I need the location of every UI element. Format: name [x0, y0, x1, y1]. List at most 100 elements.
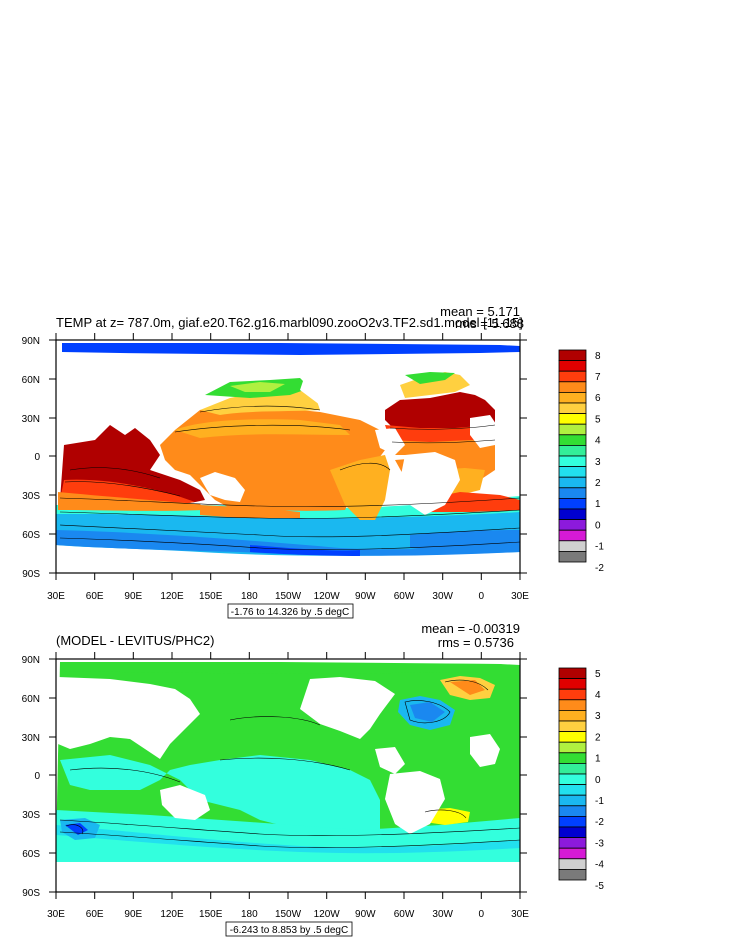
colorbar-swatch [558, 497, 587, 510]
x-tick-label: 90E [124, 909, 142, 920]
colorbar-swatch [558, 794, 587, 807]
colorbar-swatch [558, 381, 587, 393]
panel-2-colorbar: 5 4 3 2 1 0 -1 -2 -3 -4 -5 [558, 667, 604, 892]
panel-2-mean: mean = -0.00319 [421, 621, 520, 636]
x-tick-label: 60E [86, 909, 104, 920]
colorbar-label: 5 [595, 669, 601, 680]
y-tick-label: 60N [22, 694, 40, 705]
panel-1-rms: rms = 5.688 [455, 316, 524, 331]
y-tick-label: 30N [22, 414, 40, 425]
colorbar-label: -2 [595, 817, 604, 828]
colorbar-label: -2 [595, 563, 604, 574]
x-tick-label: 180 [241, 591, 258, 602]
x-tick-label: 30W [432, 591, 453, 602]
x-tick-label: 30E [47, 909, 65, 920]
colorbar-swatch [558, 837, 587, 849]
colorbar-swatch [558, 370, 587, 383]
panel-2-contour-info: -6.243 to 8.853 by .5 degC [230, 925, 348, 936]
x-tick-label: 120W [314, 909, 341, 920]
colorbar-swatch [558, 773, 587, 786]
x-tick-label: 150E [199, 591, 223, 602]
x-tick-label: 150E [199, 909, 223, 920]
panel-1-contour-info: -1.76 to 14.326 by .5 degC [231, 607, 349, 618]
colorbar-swatch [558, 688, 587, 701]
x-tick-label: 180 [241, 909, 258, 920]
colorbar-label: -1 [595, 542, 604, 553]
colorbar-swatch [558, 763, 587, 775]
y-tick-label: 0 [34, 771, 40, 782]
colorbar-swatch [558, 391, 587, 404]
colorbar-label: 1 [595, 754, 601, 765]
colorbar-swatch [558, 710, 587, 722]
panel-2-info-box [225, 921, 353, 937]
y-tick-label: 0 [34, 452, 40, 463]
colorbar-swatch [558, 476, 587, 489]
panel-1-mean: mean = 5.171 [440, 304, 520, 319]
panel-2-ticks [49, 652, 527, 899]
x-tick-label: 90W [355, 909, 376, 920]
panel-2-rms: rms = 0.5736 [438, 635, 514, 650]
colorbar-swatch [558, 720, 587, 733]
colorbar-swatch [558, 699, 587, 711]
colorbar-swatch [558, 731, 587, 743]
colorbar-swatch [558, 349, 587, 362]
colorbar-swatch [558, 402, 587, 415]
panel-1-y-tick-labels: 90N 60N 30N 0 30S 60S 90S [22, 336, 41, 580]
x-tick-label: 0 [479, 591, 485, 602]
panel-1-map [56, 340, 520, 573]
panel-2-y-tick-labels: 90N 60N 30N 0 30S 60S 90S [22, 655, 41, 899]
colorbar-label: 2 [595, 732, 601, 743]
colorbar-swatch [558, 508, 587, 521]
x-tick-label: 60E [86, 591, 104, 602]
colorbar-swatch [558, 847, 587, 860]
colorbar-swatch [558, 529, 587, 542]
y-tick-label: 90S [22, 569, 40, 580]
colorbar-swatch [558, 678, 587, 690]
y-tick-label: 30S [22, 810, 40, 821]
colorbar-label: 8 [595, 351, 601, 362]
panel-2: (MODEL - LEVITUS/PHC2) mean = -0.00319 r… [22, 621, 604, 937]
colorbar-swatch [558, 858, 587, 870]
y-tick-label: 90S [22, 888, 40, 899]
panel-1: TEMP at z= 787.0m, giaf.e20.T62.g16.marb… [22, 304, 604, 619]
colorbar-label: 7 [595, 372, 601, 383]
colorbar-label: -3 [595, 838, 604, 849]
colorbar-swatch [558, 826, 587, 839]
colorbar-label: 6 [595, 393, 601, 404]
colorbar-label: 0 [595, 775, 601, 786]
y-tick-label: 30S [22, 491, 40, 502]
colorbar-swatch [558, 540, 587, 552]
y-tick-label: 90N [22, 336, 40, 347]
panel-1-title: TEMP at z= 787.0m, giaf.e20.T62.g16.marb… [56, 315, 523, 330]
colorbar-label: 3 [595, 457, 601, 468]
x-tick-label: 60W [394, 591, 415, 602]
colorbar-label: 0 [595, 520, 601, 531]
colorbar-swatch [558, 805, 587, 817]
colorbar-label: 2 [595, 478, 601, 489]
colorbar-swatch [558, 752, 587, 764]
x-tick-label: 120W [314, 591, 341, 602]
colorbar-swatch [558, 444, 587, 457]
panel-2-title: (MODEL - LEVITUS/PHC2) [56, 633, 214, 648]
colorbar-swatch [558, 360, 587, 372]
colorbar-swatch [558, 667, 587, 680]
colorbar-label: -4 [595, 860, 604, 871]
panel-1-x-tick-labels: 30E 60E 90E 120E 150E 180 150W 120W 90W … [47, 591, 529, 602]
panel-1-ticks [49, 333, 527, 580]
x-tick-label: 120E [160, 909, 184, 920]
y-tick-label: 30N [22, 733, 40, 744]
x-tick-label: 150W [275, 909, 302, 920]
x-tick-label: 90W [355, 591, 376, 602]
y-tick-label: 90N [22, 655, 40, 666]
colorbar-swatch [558, 487, 587, 499]
y-tick-label: 60N [22, 375, 40, 386]
colorbar-swatch [558, 455, 587, 468]
x-tick-label: 30E [511, 591, 529, 602]
x-tick-label: 30E [511, 909, 529, 920]
x-tick-label: 150W [275, 591, 302, 602]
colorbar-label: -1 [595, 796, 604, 807]
colorbar-swatch [558, 741, 587, 754]
colorbar-swatch [558, 434, 587, 446]
colorbar-swatch [558, 784, 587, 796]
